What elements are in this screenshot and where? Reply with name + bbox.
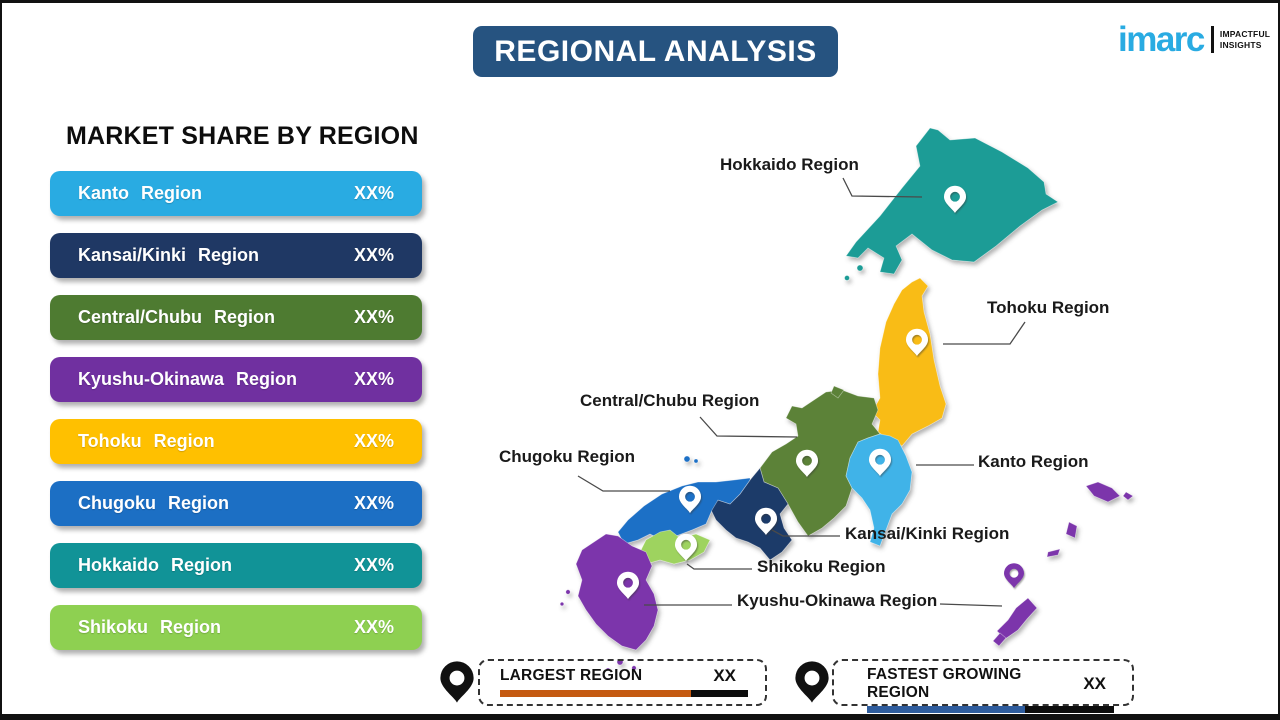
map-label-tohoku: Tohoku Region [987, 298, 1110, 317]
page-title: REGIONAL ANALYSIS [494, 34, 817, 68]
share-bar-kyushu: Kyushu-Okinawa Region XX% [50, 357, 422, 402]
share-bar-chugoku: Chugoku Region XX% [50, 481, 422, 526]
share-bar-label: Kanto Region [78, 183, 202, 203]
share-bar-hokkaido: Hokkaido Region XX% [50, 543, 422, 588]
region-hokkaido-islet [856, 264, 864, 272]
region-shikoku [639, 529, 711, 565]
region-chubu-sado-island [830, 385, 845, 399]
region-tohoku [871, 277, 947, 447]
logo-tagline: IMPACTFUL INSIGHTS [1220, 29, 1270, 50]
share-bar-kanto: Kanto Region XX% [50, 171, 422, 216]
imarc-brand-text: imarc [1118, 20, 1205, 59]
region-kyushu-islet [565, 589, 571, 595]
share-bar-label: Shikoku Region [78, 617, 222, 637]
share-bar-value: XX% [353, 245, 394, 265]
region-chugoku-oki-island [683, 455, 691, 463]
title-banner: REGIONAL ANALYSIS [473, 26, 838, 77]
logo-tagline-line1: IMPACTFUL [1219, 28, 1271, 39]
region-kyushu-islet [631, 665, 637, 670]
region-okinawa-amami-island [1085, 481, 1121, 503]
share-bar-value: XX% [353, 183, 394, 203]
share-bar-label: Kansai/Kinki Region [78, 245, 260, 265]
share-bar-value: XX% [353, 431, 394, 451]
map-label-kansai: Kansai/Kinki Region [845, 524, 1010, 543]
map-label-chubu: Central/Chubu Region [580, 391, 760, 410]
logo-tagline-line2: INSIGHTS [1219, 39, 1262, 50]
fastest-growing-label: FASTEST GROWING REGION [867, 666, 1022, 701]
share-bar-label: Hokkaido Region [78, 555, 233, 575]
share-bar-value: XX% [353, 369, 394, 389]
region-kyushu [575, 533, 659, 651]
region-kyushu-islet [605, 667, 611, 670]
map-label-shikoku: Shikoku Region [757, 557, 886, 576]
share-bar-chubu: Central/Chubu Region XX% [50, 295, 422, 340]
largest-region-value: XX [713, 666, 736, 685]
region-okinawa-islet [1122, 491, 1134, 501]
fastest-growing-legend: FASTEST GROWING REGION XX [832, 659, 1134, 713]
region-chugoku-oki-island [693, 458, 699, 464]
map-pin-okinawa-icon [1004, 563, 1024, 588]
share-bar-value: XX% [353, 493, 394, 513]
fastest-growing-value: XX [1083, 674, 1106, 693]
region-okinawa-islet [1065, 521, 1078, 539]
map-label-kyushu-okinawa: Kyushu-Okinawa Region [737, 591, 938, 610]
largest-region-bar [500, 690, 748, 697]
map-label-chugoku: Chugoku Region [499, 447, 635, 466]
share-bar-label: Tohoku Region [78, 431, 215, 451]
share-bar-tohoku: Tohoku Region XX% [50, 419, 422, 464]
fastest-growing-bar-fill [867, 706, 1026, 713]
share-bar-kansai: Kansai/Kinki Region XX% [50, 233, 422, 278]
largest-region-label: LARGEST REGION [500, 667, 643, 684]
japan-map [559, 127, 1134, 670]
imarc-logo: imarc IMPACTFUL INSIGHTS [1118, 22, 1270, 57]
region-okinawa-islet [1046, 548, 1061, 558]
market-share-list: Kanto Region XX% Kansai/Kinki Region XX%… [50, 171, 422, 650]
region-hokkaido-islet [844, 275, 850, 281]
map-label-hokkaido: Hokkaido Region [720, 155, 859, 174]
callout-connector-lines [577, 177, 1026, 607]
largest-region-bar-fill [500, 690, 691, 697]
region-okinawa-main-island [996, 597, 1038, 640]
region-chubu [759, 389, 881, 537]
fastest-growing-pin-icon [795, 661, 829, 703]
share-bar-value: XX% [353, 617, 394, 637]
logo-divider [1210, 26, 1214, 53]
region-okinawa-islet [992, 632, 1007, 647]
map-label-kanto: Kanto Region [978, 452, 1089, 471]
share-bar-label: Kyushu-Okinawa Region [78, 369, 298, 389]
largest-region-legend: LARGEST REGION XX [478, 659, 767, 706]
region-kanto [845, 433, 913, 547]
share-bar-label: Chugoku Region [78, 493, 229, 513]
region-kyushu-islet [559, 601, 565, 607]
region-chugoku [617, 477, 751, 545]
share-bar-value: XX% [353, 555, 394, 575]
share-bar-value: XX% [353, 307, 394, 327]
share-bar-shikoku: Shikoku Region XX% [50, 605, 422, 650]
fastest-growing-bar [867, 706, 1114, 713]
market-share-heading: MARKET SHARE BY REGION [66, 122, 419, 150]
largest-region-pin-icon [440, 661, 474, 703]
share-bar-label: Central/Chubu Region [78, 307, 275, 327]
